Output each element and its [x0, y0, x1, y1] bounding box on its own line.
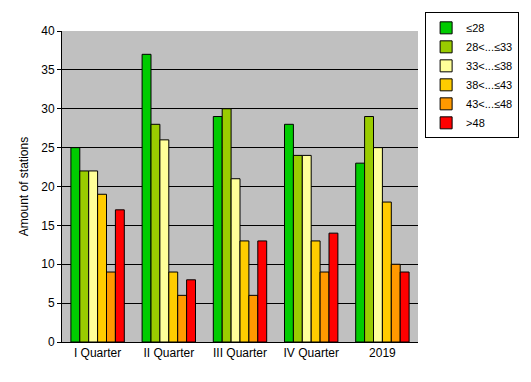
svg-text:Amount of stations: Amount of stations	[17, 137, 31, 236]
svg-text:38<...≤43: 38<...≤43	[466, 79, 512, 91]
svg-text:>48: >48	[466, 117, 485, 129]
svg-text:40: 40	[41, 24, 55, 38]
svg-text:2019: 2019	[369, 346, 396, 360]
svg-text:I Quarter: I Quarter	[74, 346, 121, 360]
svg-text:II Quarter: II Quarter	[143, 346, 194, 360]
svg-text:15: 15	[41, 219, 55, 233]
svg-text:IV Quarter: IV Quarter	[284, 346, 339, 360]
svg-text:20: 20	[41, 180, 55, 194]
svg-text:28<...≤33: 28<...≤33	[466, 41, 512, 53]
svg-text:III Quarter: III Quarter	[213, 346, 267, 360]
svg-text:43<...≤48: 43<...≤48	[466, 98, 512, 110]
svg-text:≤28: ≤28	[466, 22, 484, 34]
svg-text:33<...≤38: 33<...≤38	[466, 60, 512, 72]
svg-text:35: 35	[41, 63, 55, 77]
svg-text:0: 0	[48, 335, 55, 349]
svg-text:30: 30	[41, 102, 55, 116]
svg-text:10: 10	[41, 257, 55, 271]
svg-text:25: 25	[41, 141, 55, 155]
svg-text:5: 5	[48, 296, 55, 310]
